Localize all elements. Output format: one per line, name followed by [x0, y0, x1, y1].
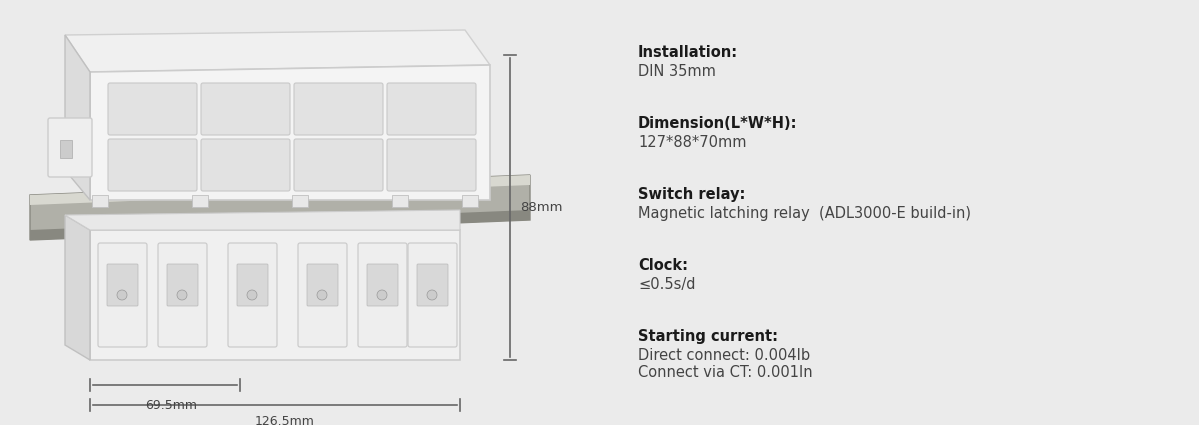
Bar	[293, 195, 308, 207]
Bar	[60, 140, 72, 158]
FancyBboxPatch shape	[367, 264, 398, 306]
Text: Direct connect: 0.004Ib: Direct connect: 0.004Ib	[638, 348, 811, 363]
Bar	[462, 195, 478, 207]
Circle shape	[317, 290, 327, 300]
FancyBboxPatch shape	[294, 83, 382, 135]
FancyBboxPatch shape	[108, 139, 197, 191]
FancyBboxPatch shape	[228, 243, 277, 347]
Circle shape	[118, 290, 127, 300]
FancyBboxPatch shape	[158, 243, 207, 347]
Bar	[192, 195, 207, 207]
Polygon shape	[65, 35, 90, 200]
Text: Clock:: Clock:	[638, 258, 688, 273]
FancyBboxPatch shape	[237, 264, 269, 306]
FancyBboxPatch shape	[387, 83, 476, 135]
FancyBboxPatch shape	[108, 83, 197, 135]
Circle shape	[376, 290, 387, 300]
FancyBboxPatch shape	[167, 264, 198, 306]
Text: 127*88*70mm: 127*88*70mm	[638, 135, 747, 150]
Polygon shape	[90, 230, 460, 360]
Polygon shape	[65, 210, 460, 230]
Polygon shape	[90, 65, 490, 200]
Text: Starting current:: Starting current:	[638, 329, 778, 344]
Text: Connect via CT: 0.001In: Connect via CT: 0.001In	[638, 365, 813, 380]
Text: 126.5mm: 126.5mm	[255, 415, 315, 425]
Polygon shape	[65, 30, 490, 72]
Circle shape	[177, 290, 187, 300]
FancyBboxPatch shape	[387, 139, 476, 191]
Polygon shape	[65, 215, 90, 360]
Bar	[92, 195, 108, 207]
Text: Installation:: Installation:	[638, 45, 739, 60]
Text: 69.5mm: 69.5mm	[145, 399, 197, 412]
Polygon shape	[30, 175, 530, 205]
Circle shape	[247, 290, 257, 300]
FancyBboxPatch shape	[201, 83, 290, 135]
FancyBboxPatch shape	[294, 139, 382, 191]
Bar	[392, 195, 408, 207]
Text: Magnetic latching relay  (ADL3000-E build-in): Magnetic latching relay (ADL3000-E build…	[638, 206, 971, 221]
FancyBboxPatch shape	[107, 264, 138, 306]
FancyBboxPatch shape	[307, 264, 338, 306]
FancyBboxPatch shape	[299, 243, 347, 347]
Text: Dimension(L*W*H):: Dimension(L*W*H):	[638, 116, 797, 131]
FancyBboxPatch shape	[98, 243, 147, 347]
Circle shape	[427, 290, 436, 300]
FancyBboxPatch shape	[201, 139, 290, 191]
FancyBboxPatch shape	[359, 243, 406, 347]
Text: 88mm: 88mm	[520, 201, 562, 214]
Text: ≤0.5s/d: ≤0.5s/d	[638, 277, 695, 292]
Text: Switch relay:: Switch relay:	[638, 187, 746, 202]
Text: DIN 35mm: DIN 35mm	[638, 64, 716, 79]
Polygon shape	[30, 210, 530, 240]
Polygon shape	[30, 175, 530, 240]
FancyBboxPatch shape	[408, 243, 457, 347]
FancyBboxPatch shape	[48, 118, 92, 177]
FancyBboxPatch shape	[417, 264, 448, 306]
